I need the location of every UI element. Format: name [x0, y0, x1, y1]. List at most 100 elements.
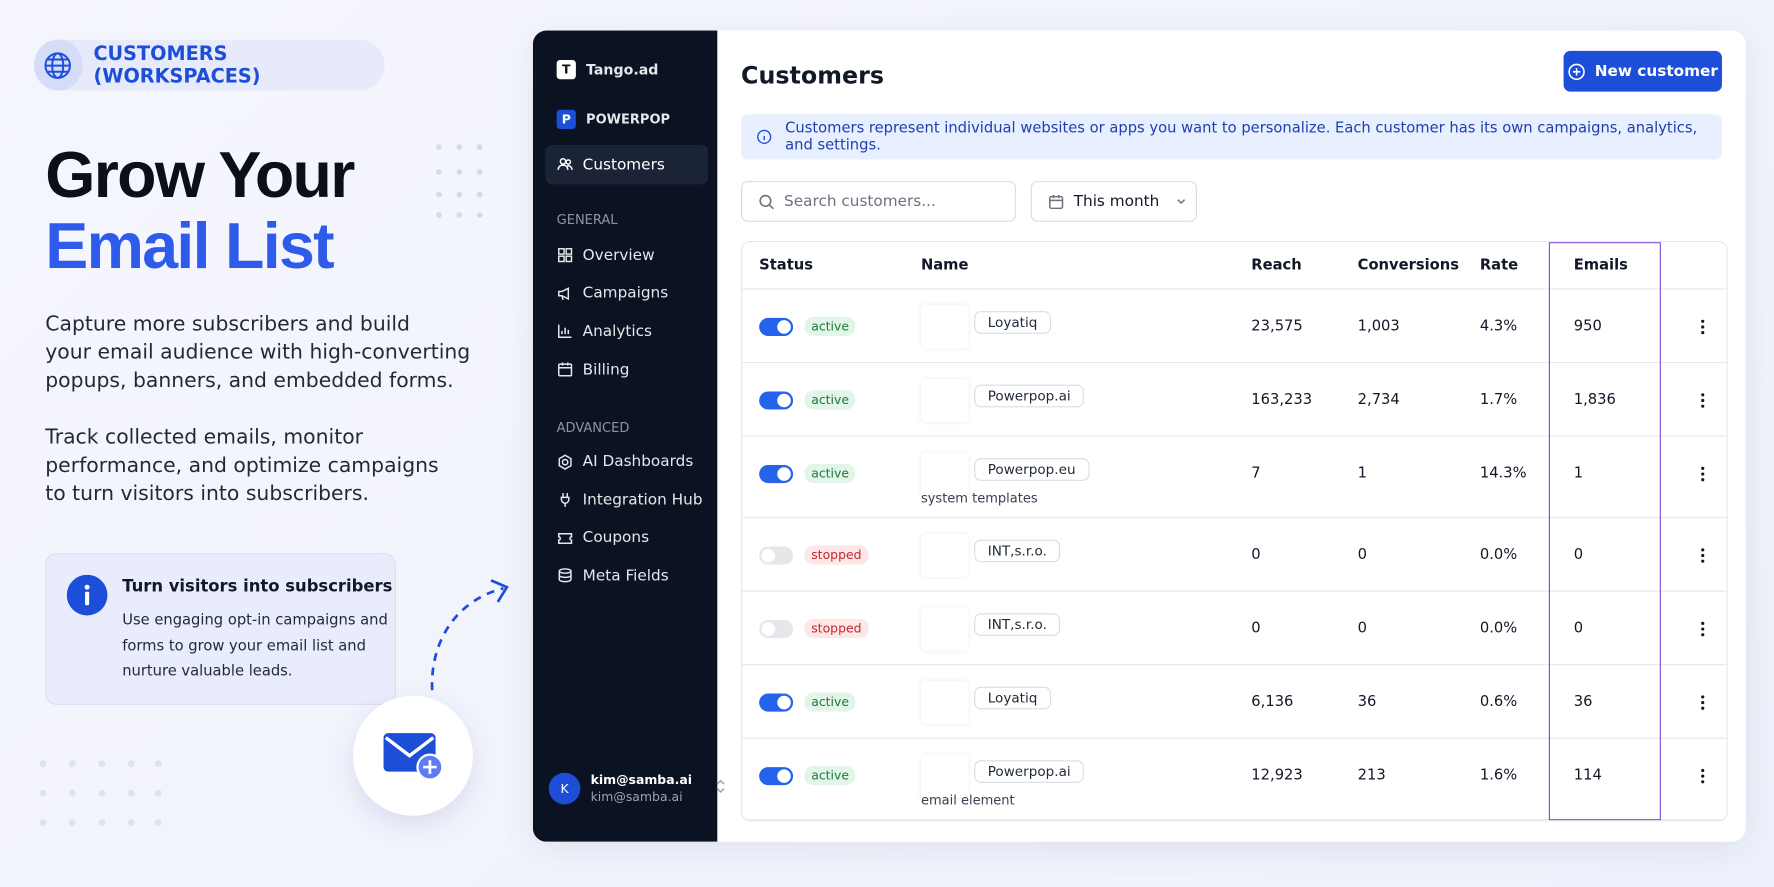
- name-cell: Powerpop.eu system templates: [920, 437, 1251, 511]
- toggle-knob: [777, 466, 791, 481]
- nav-label: Overview: [582, 246, 655, 265]
- row-menu[interactable]: [1700, 290, 1726, 364]
- table-row: active Powerpop.ai email element 12,923 213 1…: [742, 739, 1727, 821]
- nav-item[interactable]: Analytics: [533, 312, 717, 350]
- kebab-icon: [1701, 466, 1705, 481]
- row-menu[interactable]: [1700, 665, 1726, 739]
- brand-logo: T: [556, 59, 576, 79]
- date-filter[interactable]: This month: [1030, 181, 1197, 222]
- rate-cell: 1.7%: [1479, 391, 1518, 409]
- plus-icon: [1567, 63, 1585, 80]
- status-toggle[interactable]: [759, 317, 794, 336]
- reach-cell: 163,233: [1251, 391, 1313, 409]
- kebab-icon: [1701, 694, 1705, 710]
- conversions-cell: 213: [1357, 767, 1386, 785]
- name-cell: Loyatiq: [920, 290, 1251, 364]
- rate-cell: 0.0%: [1479, 619, 1518, 637]
- nav-label: Billing: [582, 360, 630, 379]
- status-toggle[interactable]: [759, 545, 794, 564]
- hero-line: your email audience with high-converting: [45, 340, 471, 365]
- status-pill: stopped: [804, 545, 869, 565]
- nav-label: Coupons: [582, 528, 650, 547]
- customer-name: Loyatiq: [974, 310, 1051, 334]
- hero-title-accent: Email List: [45, 210, 334, 283]
- badge-icon: [33, 39, 83, 91]
- table-row: active Loyatiq 6,136 36 0.6% 36: [742, 665, 1727, 739]
- spacer: [533, 31, 717, 55]
- customer-thumbnail: [920, 533, 969, 577]
- new-customer-label: New customer: [1594, 62, 1718, 81]
- new-customer-button[interactable]: New customer: [1563, 50, 1722, 92]
- info-card-line: Use engaging opt-in campaigns and: [122, 612, 388, 630]
- nav-item[interactable]: Overview: [533, 236, 717, 274]
- column-header: Conversions: [1357, 256, 1459, 274]
- emails-cell: 0: [1573, 619, 1584, 637]
- table-row: active Powerpop.ai 163,233 2,734 1.7% 1,836: [742, 363, 1727, 437]
- nav-icon: [558, 454, 572, 470]
- reach-cell: 7: [1251, 464, 1261, 482]
- status-toggle[interactable]: [759, 464, 794, 483]
- sidebar: T Tango.ad P POWERPOP Customers GENERAL Overvi…: [532, 30, 725, 842]
- row-menu[interactable]: [1700, 739, 1726, 813]
- dot-pattern: [436, 144, 483, 218]
- chevron-icon: [716, 779, 725, 794]
- rate-cell: 1.6%: [1479, 767, 1518, 785]
- reach-cell: 6,136: [1251, 693, 1294, 711]
- emails-cell: 36: [1573, 693, 1593, 711]
- brand: T Tango.ad: [533, 54, 717, 83]
- nav-item-active[interactable]: Customers: [545, 144, 709, 185]
- nav-label: Campaigns: [582, 284, 669, 303]
- nav-icon: [558, 568, 572, 583]
- toggle-knob: [777, 319, 791, 334]
- nav-item[interactable]: Integration Hub: [533, 481, 717, 519]
- nav-item[interactable]: Meta Fields: [533, 557, 717, 595]
- status-pill: active: [804, 316, 856, 337]
- globe-icon: [44, 51, 72, 79]
- workspace-name: POWERPOP: [586, 110, 671, 127]
- column-header: Name: [920, 256, 969, 274]
- row-menu[interactable]: [1700, 592, 1726, 666]
- hero-paragraph: Capture more subscribers and build your e…: [45, 310, 470, 395]
- nav-item[interactable]: Campaigns: [533, 274, 717, 312]
- workspace-logo: P: [556, 109, 576, 129]
- status-toggle[interactable]: [759, 390, 794, 409]
- nav-item[interactable]: AI Dashboards: [533, 443, 717, 481]
- status-cell: active: [742, 739, 921, 813]
- hero-line: popups, banners, and embedded forms.: [45, 368, 454, 393]
- row-menu[interactable]: [1700, 437, 1726, 511]
- reach-cell: 23,575: [1251, 317, 1303, 335]
- hero-line: Track collected emails, monitor: [45, 425, 364, 450]
- row-menu[interactable]: [1700, 363, 1726, 437]
- column-header-actions: [1700, 242, 1726, 288]
- status-toggle[interactable]: [759, 766, 794, 785]
- user-name: kim@samba.ai: [590, 772, 693, 788]
- kebab-icon: [1701, 621, 1705, 636]
- customer-thumbnail: [920, 451, 969, 495]
- row-menu[interactable]: [1700, 518, 1726, 592]
- status-cell: active: [742, 290, 921, 364]
- email-icon-circle: [352, 695, 473, 816]
- customer-name: Powerpop.ai: [974, 384, 1085, 407]
- customer-thumbnail: [920, 304, 969, 348]
- customer-name: INT,s.r.o.: [974, 539, 1061, 562]
- status-toggle[interactable]: [759, 619, 794, 638]
- status-toggle[interactable]: [759, 692, 794, 712]
- nav-item[interactable]: Coupons: [533, 519, 717, 557]
- user-email: kim@samba.ai: [590, 789, 683, 805]
- rate-cell: 0.6%: [1479, 693, 1518, 711]
- notice-banner: Customers represent individual websites …: [741, 114, 1722, 160]
- search-input[interactable]: Search customers...: [741, 181, 1016, 222]
- column-header: Reach: [1251, 256, 1302, 274]
- nav-item[interactable]: Billing: [533, 350, 717, 388]
- info-card-title: Turn visitors into subscribers: [122, 578, 393, 597]
- conversions-cell: 0: [1357, 546, 1368, 564]
- status-cell: stopped: [742, 592, 921, 666]
- workspace[interactable]: P POWERPOP: [533, 104, 717, 133]
- toggle-knob: [761, 548, 775, 562]
- conversions-cell: 36: [1357, 693, 1377, 711]
- customer-thumbnail: [920, 606, 969, 650]
- status-pill: active: [804, 692, 856, 712]
- customers-icon: [557, 158, 573, 170]
- name-cell: Powerpop.ai email element: [920, 739, 1251, 813]
